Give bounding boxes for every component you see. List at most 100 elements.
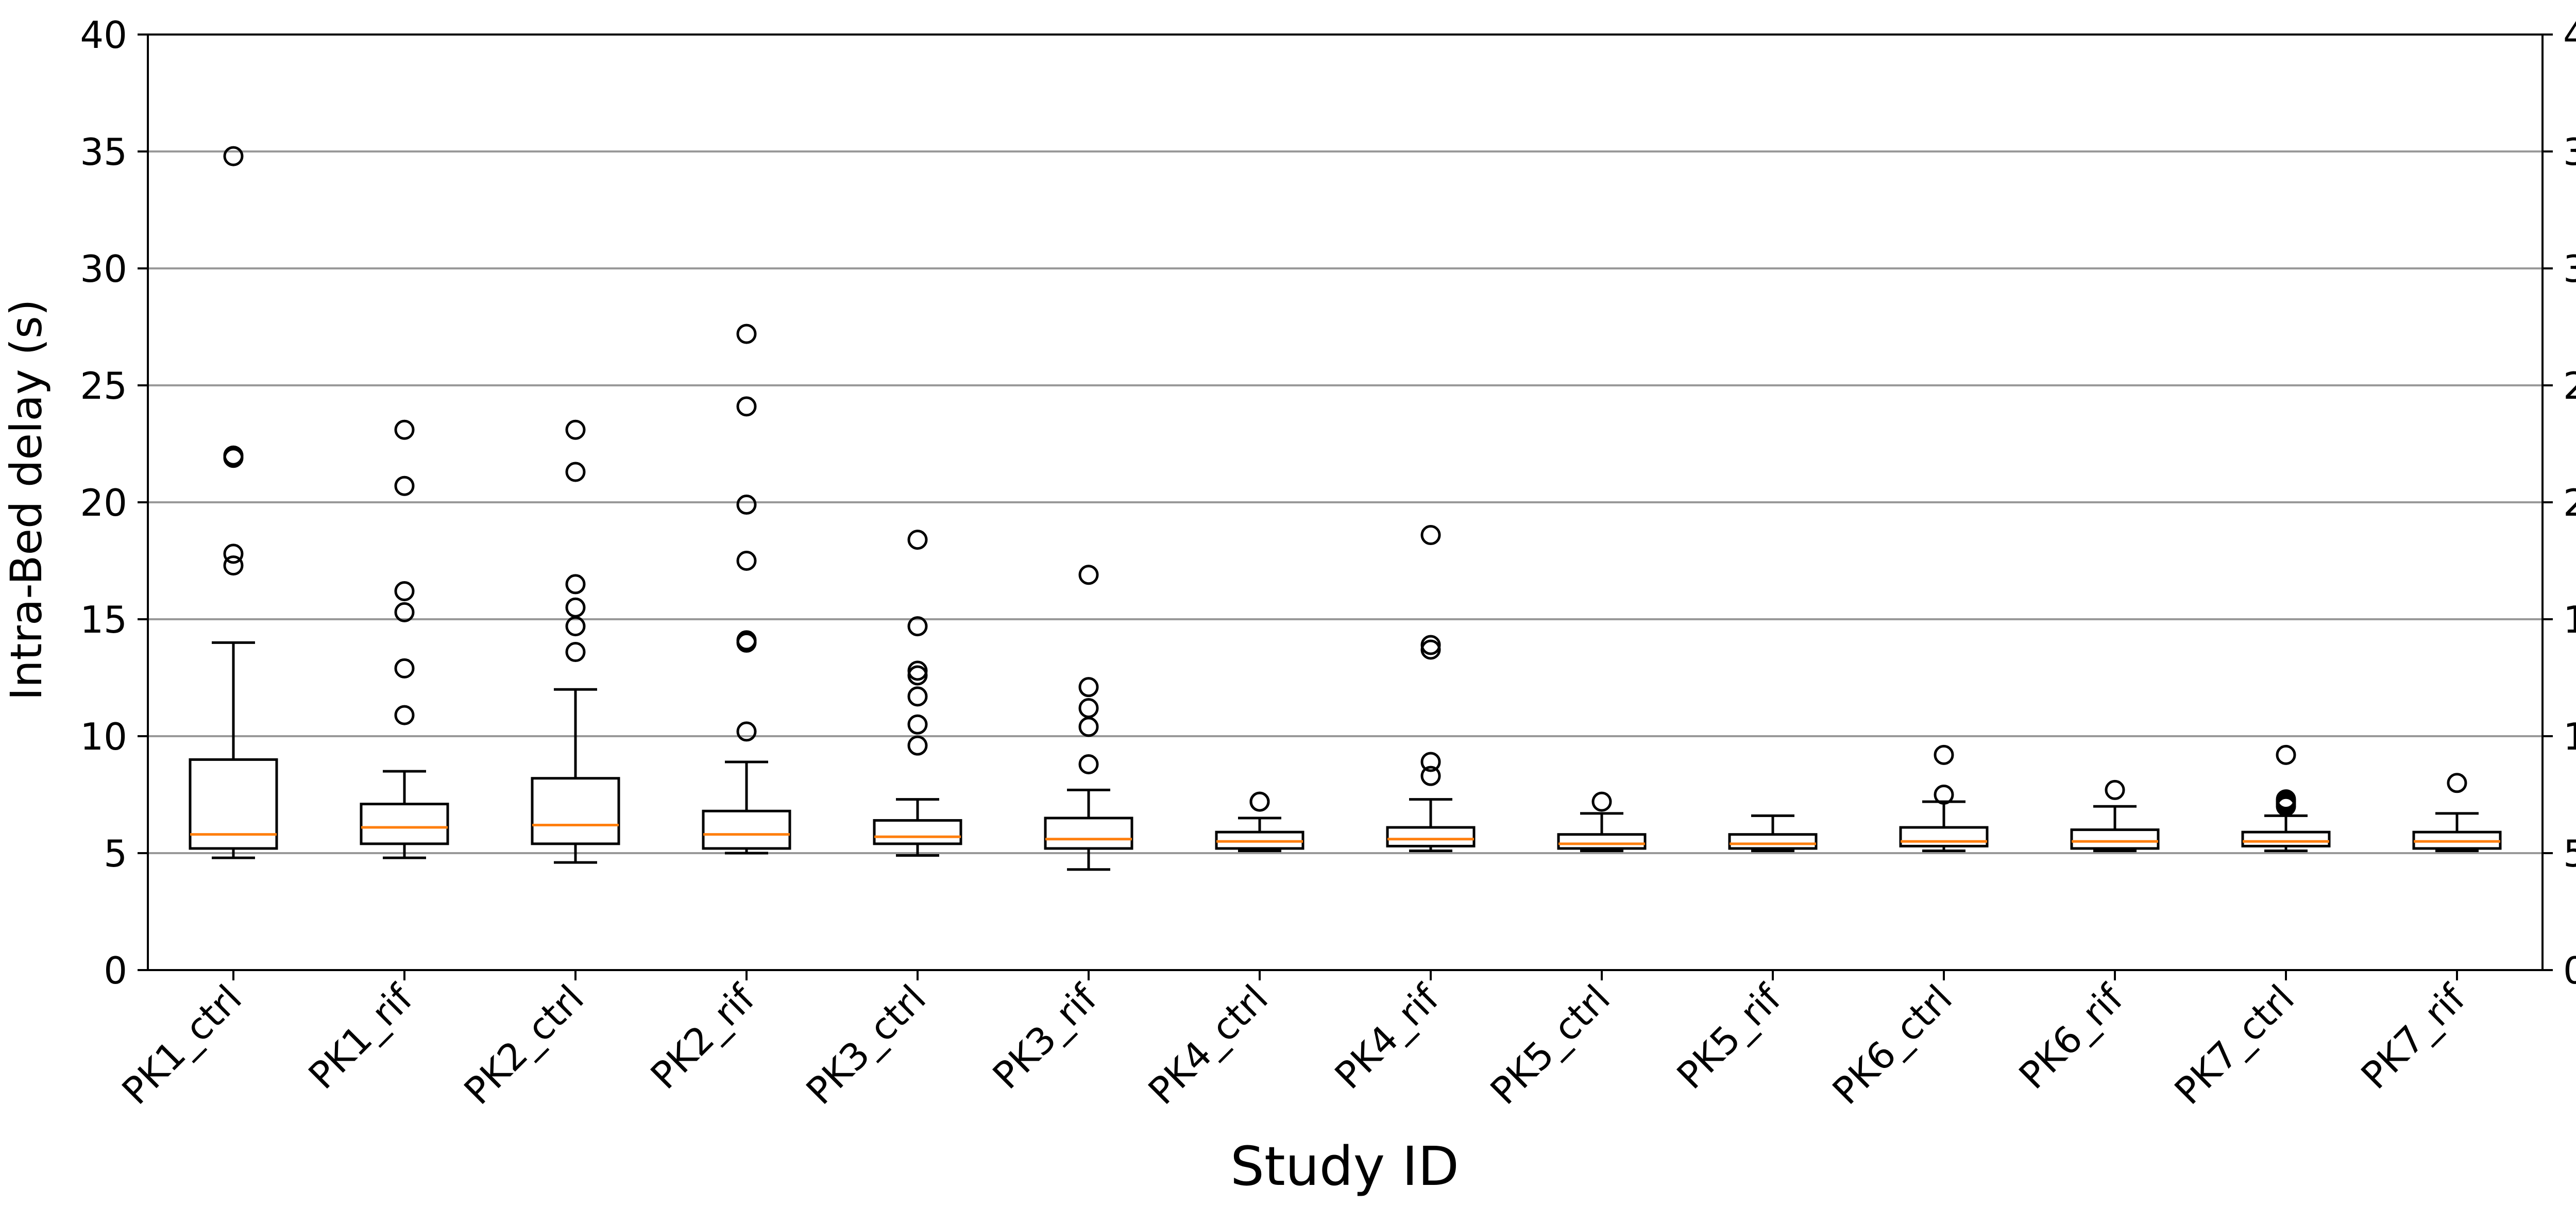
outlier-point [736, 632, 757, 653]
y-tick-label-right: 25 [2563, 364, 2576, 408]
y-tick-label-right: 0 [2563, 949, 2576, 992]
iqr-box [2070, 828, 2160, 850]
box-PK1_ctrl [189, 146, 278, 859]
box-PK2_ctrl [531, 419, 620, 864]
outlier-point [2447, 773, 2467, 793]
box-PK3_ctrl [873, 530, 962, 857]
box-PK6_ctrl [1899, 744, 1989, 852]
y-tick-label-left: 35 [80, 130, 127, 174]
x-tick-label: PK4_ctrl [1140, 977, 1276, 1113]
outlier-point [1934, 744, 1954, 765]
x-tick-label: PK2_ctrl [456, 977, 592, 1113]
x-tick-label: PK3_rif [985, 976, 1106, 1097]
box-PK4_ctrl [1215, 791, 1304, 852]
outlier-point [565, 642, 586, 663]
box-PK3_rif [1044, 565, 1133, 871]
y-tick-label-right: 20 [2563, 481, 2576, 524]
outlier-point [565, 419, 586, 440]
y-tick-label-left: 10 [80, 715, 127, 758]
outlier-point [1249, 791, 1270, 812]
x-tick-label: PK7_ctrl [2166, 977, 2302, 1113]
outlier-point [1078, 754, 1099, 774]
outlier-point [1078, 677, 1099, 698]
outlier-point [394, 602, 415, 622]
outlier-point [907, 616, 928, 637]
outlier-point [394, 658, 415, 678]
outlier-point [907, 714, 928, 735]
y-tick-label-left: 15 [80, 598, 127, 641]
grid-lines [148, 33, 2543, 971]
x-axis-title: Study ID [1230, 1135, 1459, 1198]
outlier-point [736, 396, 757, 417]
y-tick-label-right: 40 [2563, 13, 2576, 57]
outlier-point [394, 419, 415, 440]
outlier-point [2276, 796, 2296, 817]
y-axis-title: Intra-Bed delay (s) [1, 299, 52, 700]
box-PK4_rif [1386, 525, 1476, 852]
outlier-point [223, 544, 244, 564]
iqr-box [2241, 830, 2331, 847]
iqr-box [1899, 826, 1989, 847]
outlier-point [394, 581, 415, 602]
outlier-point [565, 574, 586, 595]
box-PK5_ctrl [1557, 791, 1647, 852]
y-tick-label-left: 30 [80, 247, 127, 291]
outlier-point [1420, 639, 1441, 660]
outlier-point [2276, 744, 2296, 765]
outlier-point [2105, 779, 2125, 800]
y-tick-label-left: 40 [80, 13, 127, 57]
outlier-point [1420, 752, 1441, 772]
box-PK7_rif [2412, 773, 2502, 852]
outlier-point [907, 665, 928, 686]
outlier-point [1591, 791, 1612, 812]
box-PK2_rif [702, 324, 791, 855]
y-tick-label-left: 20 [80, 481, 127, 524]
outlier-point [1078, 717, 1099, 737]
iqr-box [1557, 833, 1647, 850]
y-tick-label-right: 15 [2563, 598, 2576, 641]
x-tick-label: PK7_rif [2353, 976, 2475, 1097]
x-tick-label: PK1_ctrl [114, 977, 250, 1113]
outlier-point [736, 721, 757, 742]
outlier-point [1420, 525, 1441, 546]
iqr-box [1044, 817, 1133, 850]
box-PK7_ctrl [2241, 744, 2331, 852]
outlier-point [223, 555, 244, 576]
outlier-point [565, 597, 586, 618]
iqr-box [189, 758, 278, 850]
iqr-box [1386, 826, 1476, 847]
iqr-box [360, 803, 449, 845]
iqr-box [702, 809, 791, 850]
y-tick-label-left: 5 [104, 832, 127, 875]
outlier-point [223, 448, 244, 468]
x-tick-label: PK6_ctrl [1824, 977, 1960, 1113]
iqr-box [873, 819, 962, 845]
outlier-point [736, 551, 757, 571]
y-tick-label-right: 35 [2563, 130, 2576, 174]
outlier-point [1078, 565, 1099, 585]
iqr-box [531, 777, 620, 845]
outlier-point [907, 530, 928, 550]
box-PK5_rif [1728, 814, 1818, 852]
box-PK6_rif [2070, 779, 2160, 852]
outlier-point [1934, 785, 1954, 805]
x-tick-label: PK5_ctrl [1482, 977, 1618, 1113]
x-tick-label: PK2_rif [642, 976, 764, 1097]
x-tick-label: PK5_rif [1669, 976, 1790, 1097]
outlier-point [907, 686, 928, 707]
y-tick-label-left: 0 [104, 949, 127, 992]
outlier-point [1078, 698, 1099, 719]
y-tick-label-left: 25 [80, 364, 127, 408]
y-tick-label-right: 10 [2563, 715, 2576, 758]
outlier-point [565, 616, 586, 637]
outlier-point [736, 495, 757, 515]
y-tick-label-right: 5 [2563, 832, 2576, 875]
outlier-point [394, 476, 415, 496]
outlier-point [223, 146, 244, 166]
outlier-point [736, 324, 757, 344]
box-series [189, 146, 2502, 871]
y-tick-label-right: 30 [2563, 247, 2576, 291]
axis-ticks: 0 0 5 5 10 10 15 15 20 20 25 25 30 30 35 35 40 40 PK1_ctrl… [80, 13, 2576, 1113]
